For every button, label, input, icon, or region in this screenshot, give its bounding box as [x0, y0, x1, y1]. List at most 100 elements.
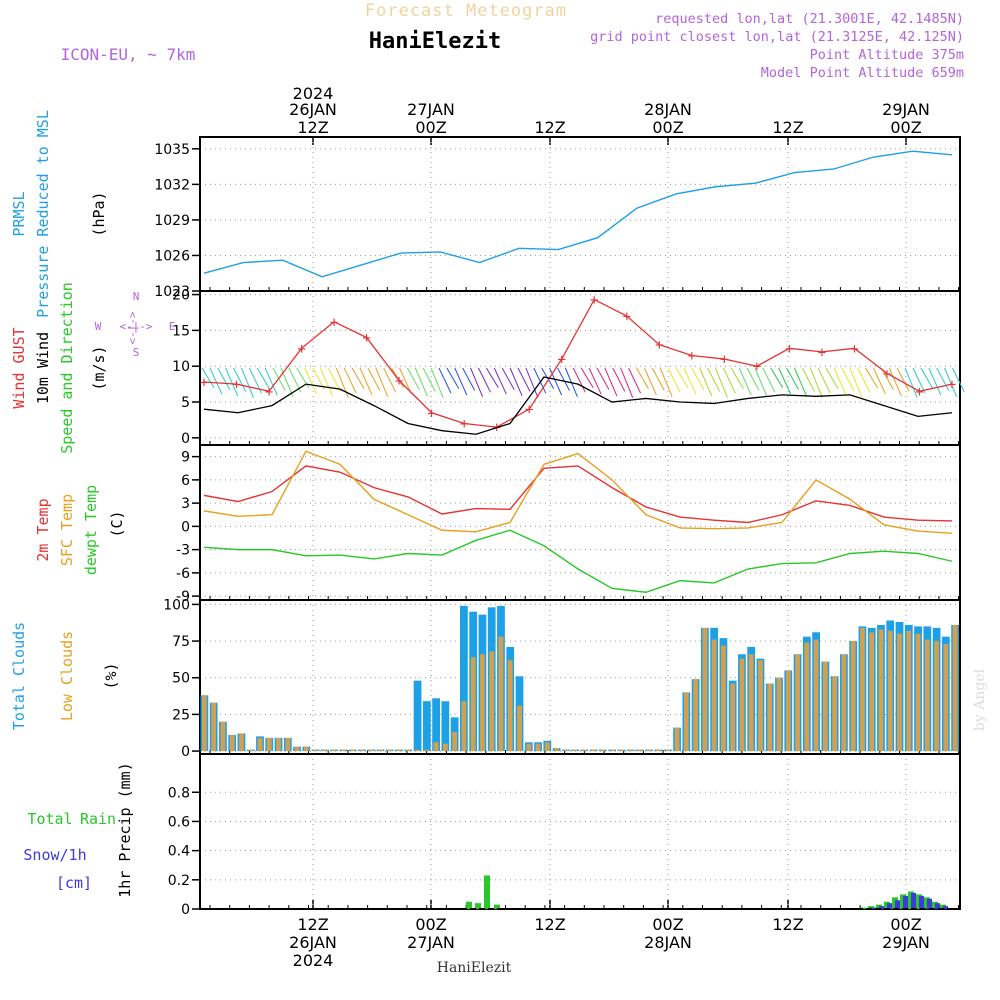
legend-rain: Rain: [80, 810, 116, 828]
wind-arrow: [707, 367, 721, 392]
wind-arrow: [643, 367, 657, 396]
wind-arrow: [904, 367, 918, 398]
model-label: ICON-EU, ~ 7km: [61, 45, 196, 64]
snow-bar: [879, 906, 884, 909]
wind-arrow: [628, 367, 642, 394]
gust-marker: +: [720, 352, 728, 368]
y-tick-label: 6: [181, 473, 190, 489]
y-tick-label: 15: [172, 323, 190, 339]
gust-marker: +: [948, 377, 956, 393]
low-cloud-bar: [285, 737, 291, 752]
bottom-time-label: 00Z: [415, 915, 446, 934]
panel-frame: [199, 290, 961, 446]
wind-arrow: [478, 367, 491, 393]
wind-arrow: [636, 367, 649, 389]
rain-bar: [868, 906, 874, 909]
location-title: HaniElezit: [369, 29, 501, 54]
low-cloud-bar: [952, 624, 958, 752]
bottom-time-label: 29JAN: [882, 933, 930, 952]
legend-speed-direction: Speed and Direction: [58, 282, 76, 454]
low-cloud-bar: [211, 702, 217, 752]
low-cloud-bar: [229, 734, 235, 752]
wind-arrow: [414, 367, 428, 397]
legend-precip-mm: 1hr Precip (mm): [116, 762, 134, 897]
low-cloud-bar: [294, 746, 300, 752]
low-cloud-bar: [313, 749, 318, 752]
y-tick-label: 50: [172, 671, 190, 687]
y-tick-label: -3: [176, 543, 190, 559]
snow-bar: [911, 892, 916, 909]
wind-arrow: [659, 367, 673, 397]
product-title: Forecast Meteogram: [365, 1, 567, 21]
gust-marker: +: [525, 402, 533, 418]
wind-arrow: [817, 367, 831, 394]
gust-marker: +: [232, 377, 240, 393]
2m-temp-line: [203, 465, 953, 524]
low-cloud-bar: [368, 749, 374, 752]
low-cloud-bar: [498, 636, 504, 752]
low-cloud-bar: [220, 721, 226, 752]
wind-arrow: [683, 367, 697, 395]
wind-arrow: [375, 367, 389, 397]
low-cloud-bar: [563, 749, 569, 752]
wind-arrow: [438, 367, 452, 394]
wind-arrow: [809, 367, 823, 398]
wind-arrow: [873, 367, 886, 395]
wind-arrow: [533, 367, 547, 394]
legend-percent: (%): [102, 662, 120, 689]
wind-arrow: [470, 367, 484, 397]
sfc-temp-line: [203, 450, 953, 535]
low-cloud-bar: [526, 743, 532, 752]
wind-arrow: [406, 367, 420, 390]
rose-arrows-v: <-|->: [126, 311, 139, 344]
wind-arrow: [936, 367, 950, 391]
low-cloud-bar: [331, 749, 337, 752]
y-tick-label: 0: [181, 431, 190, 447]
y-tick-label: 0.8: [168, 785, 190, 801]
dewpt-temp-line: [203, 529, 953, 593]
low-cloud-bar: [869, 632, 875, 752]
low-cloud-bar: [915, 633, 921, 752]
wind-arrow: [201, 367, 215, 389]
low-cloud-bar: [248, 749, 254, 752]
low-cloud-bar: [943, 644, 949, 752]
y-tick-label: 100: [163, 597, 190, 613]
wind-arrow: [865, 367, 879, 389]
low-cloud-bar: [405, 749, 411, 752]
wind-arrow: [944, 367, 958, 397]
bottom-time-label: 00Z: [652, 915, 683, 934]
panel-3: 9 6 3 0 -3 -6 -9: [176, 444, 961, 605]
total-cloud-bar: [432, 698, 440, 752]
rain-bar: [494, 904, 500, 909]
y-tick-label: 0: [181, 902, 190, 918]
snow-bar: [887, 903, 892, 909]
low-cloud-bar: [442, 743, 448, 752]
low-cloud-bar: [711, 639, 717, 752]
wind-arrow: [841, 367, 855, 391]
bottom-time-label: 28JAN: [644, 933, 692, 952]
low-cloud-bar: [934, 641, 939, 752]
wind-arrow: [715, 367, 728, 398]
wind-arrow: [667, 367, 681, 393]
wind-arrow: [580, 367, 594, 389]
y-tick-label: -9: [176, 589, 190, 605]
wind-arrow: [738, 367, 752, 396]
top-time-label: 12Z: [772, 118, 803, 137]
panels: 10351032102910261023201510509630-3-6-910…: [154, 136, 965, 918]
gust-marker: +: [362, 331, 370, 347]
y-tick-label: 10: [172, 359, 190, 375]
snow-bar: [935, 903, 940, 909]
total-cloud-bar: [441, 701, 450, 752]
low-cloud-bar: [702, 627, 708, 752]
wind-arrow: [517, 367, 531, 392]
wind-arrow: [399, 367, 412, 395]
low-cloud-bar: [767, 683, 773, 752]
wind-arrow: [557, 367, 570, 391]
legend-wind-gust: Wind GUST: [10, 327, 28, 408]
low-cloud-bar: [387, 749, 393, 752]
wind-arrow: [446, 367, 460, 389]
low-cloud-bar: [887, 630, 893, 752]
rose-arrows-h: <-|->: [119, 320, 152, 333]
